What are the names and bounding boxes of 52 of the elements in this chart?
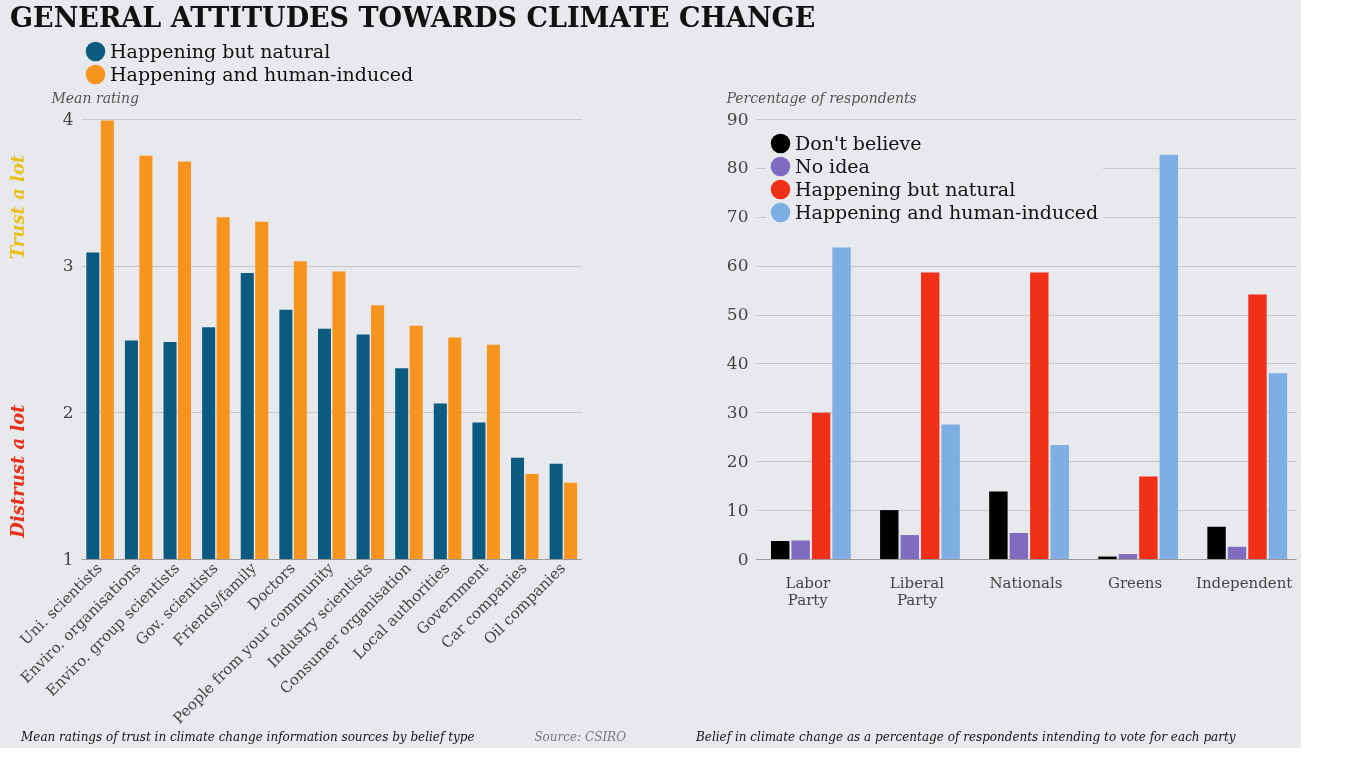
bar: [880, 510, 899, 559]
bar: [1227, 546, 1247, 559]
legend-label: Happening but natural: [795, 177, 1016, 200]
bar: [1268, 373, 1288, 559]
y-axis-title: Mean rating: [50, 89, 140, 106]
bar: [811, 412, 831, 559]
y-tick-label: 10: [726, 499, 749, 520]
y-tick-label: 0: [737, 548, 749, 569]
bar: [989, 491, 1008, 559]
y-tick-label: 70: [726, 206, 749, 227]
chart-title: GENERAL ATTITUDES TOWARDS CLIMATE CHANGE: [10, 2, 816, 33]
bar: [1118, 554, 1138, 559]
y-axis-title: Percentage of respondents: [725, 89, 917, 106]
source-note: Source: CSIRO: [534, 730, 627, 744]
x-tick-label: Greens: [1107, 573, 1163, 592]
x-tick-label: Nationals: [989, 573, 1063, 592]
legend-label: No idea: [795, 154, 870, 177]
legend-label: Don't believe: [795, 131, 922, 154]
text: Belief in climate change as a percentage of respondents intending to vote for each party: [695, 730, 1236, 744]
text: Distrust a lot: [7, 403, 28, 539]
y-tick-label: 20: [726, 450, 749, 471]
y-tick-label: 1: [62, 548, 74, 569]
bar: [921, 272, 940, 559]
y-tick-label: 50: [726, 304, 749, 325]
y-tick-label: 4: [62, 108, 74, 129]
y-tick-label: 60: [726, 255, 749, 276]
bar: [1248, 294, 1267, 559]
bar: [1159, 154, 1179, 559]
bar: [1207, 526, 1226, 559]
y-tick-label: 3: [62, 255, 74, 276]
bar: [900, 535, 919, 559]
x-tick-label: Liberal Party: [889, 573, 945, 609]
legend-label: Happening and human-induced: [110, 62, 414, 85]
bar: [941, 424, 960, 559]
bar: [771, 540, 790, 559]
x-tick-label: Labor Party: [785, 573, 831, 609]
legend-label: Happening and human-induced: [795, 200, 1099, 223]
bar: [832, 247, 851, 559]
y-tick-label: 90: [726, 108, 749, 129]
bar: [1050, 445, 1069, 559]
y-tick-label: 30: [726, 401, 749, 422]
y-tick-label: 40: [726, 352, 749, 373]
bar: [1030, 272, 1049, 559]
y-tick-label: 80: [726, 157, 749, 178]
x-tick-label: Independent: [1195, 573, 1293, 592]
y-tick-label: 2: [62, 401, 74, 422]
bar: [1139, 476, 1158, 559]
bar: [1009, 533, 1029, 559]
legend-label: Happening but natural: [110, 39, 331, 62]
text: Mean ratings of trust in climate change information sources by belief type: [20, 730, 475, 744]
bar: [791, 540, 810, 559]
text: Trust a lot: [7, 154, 28, 260]
